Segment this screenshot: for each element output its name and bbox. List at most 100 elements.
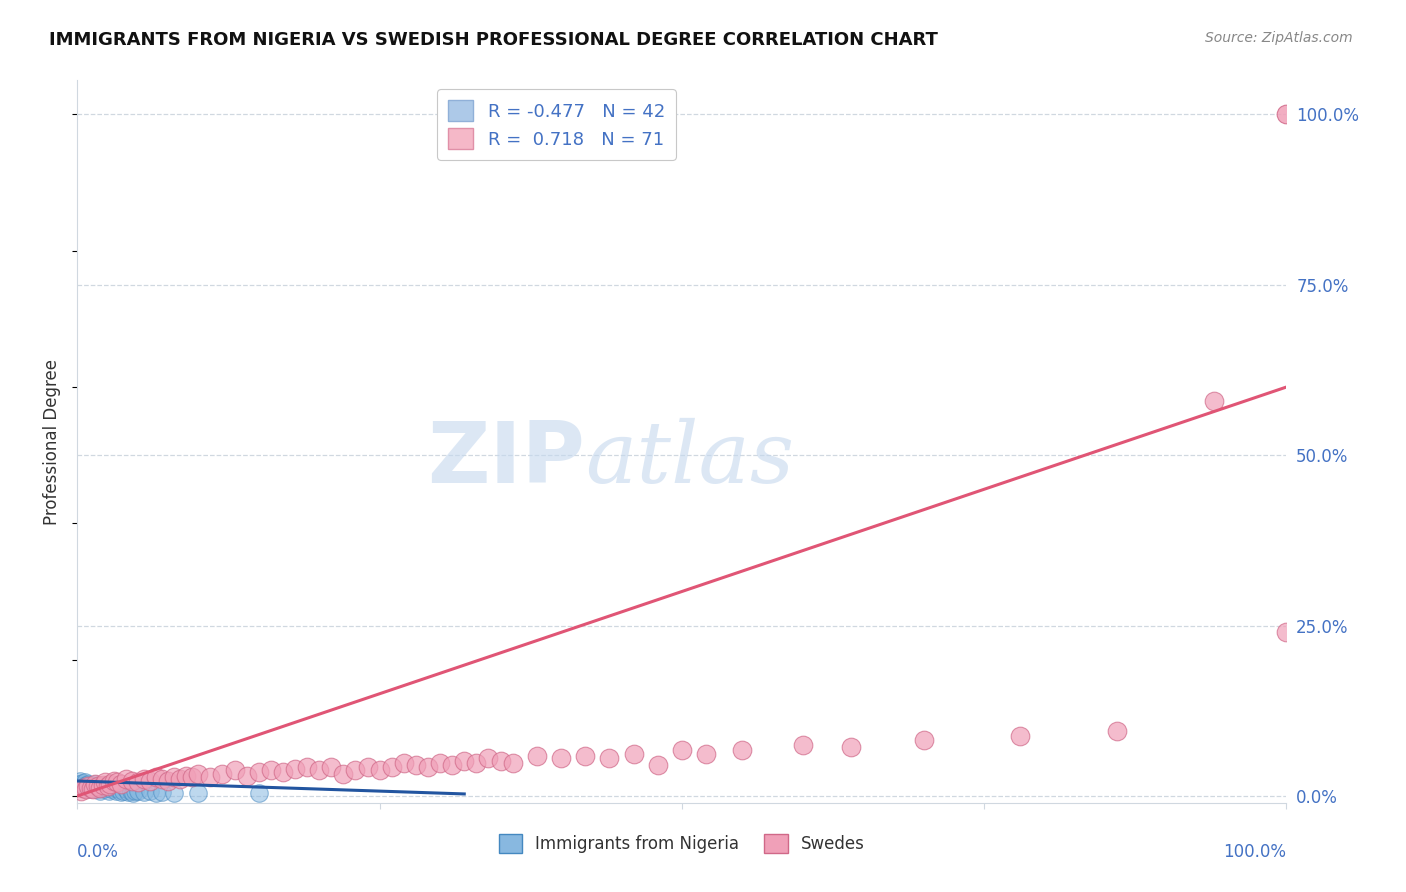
Point — [187, 786, 209, 800]
Point — [405, 758, 427, 772]
Point — [110, 785, 132, 799]
Legend: Immigrants from Nigeria, Swedes: Immigrants from Nigeria, Swedes — [492, 827, 872, 860]
Point — [912, 733, 935, 747]
Point — [839, 739, 862, 754]
Point — [117, 785, 139, 799]
Point — [271, 765, 294, 780]
Point — [79, 780, 101, 795]
Text: Source: ZipAtlas.com: Source: ZipAtlas.com — [1205, 31, 1353, 45]
Point — [132, 772, 155, 786]
Point — [145, 770, 167, 784]
Point — [477, 751, 499, 765]
Point — [70, 783, 93, 797]
Point — [127, 775, 149, 789]
Point — [647, 758, 669, 772]
Point — [132, 785, 155, 799]
Point — [574, 749, 596, 764]
Point — [79, 778, 101, 792]
Point — [169, 772, 191, 786]
Point — [429, 756, 451, 771]
Point — [489, 754, 512, 768]
Point — [96, 779, 118, 793]
Point — [98, 777, 121, 791]
Point — [120, 783, 142, 797]
Point — [69, 774, 91, 789]
Text: 0.0%: 0.0% — [77, 843, 120, 861]
Point — [80, 780, 103, 795]
Point — [187, 767, 209, 781]
Point — [150, 785, 173, 799]
Point — [87, 782, 110, 797]
Point — [105, 783, 128, 797]
Point — [121, 774, 143, 789]
Y-axis label: Professional Degree: Professional Degree — [44, 359, 62, 524]
Point — [93, 782, 115, 797]
Point — [72, 780, 94, 795]
Point — [82, 779, 104, 793]
Point — [139, 784, 162, 798]
Point — [598, 751, 620, 765]
Point — [381, 760, 404, 774]
Point — [181, 770, 204, 784]
Point — [792, 738, 814, 752]
Point — [1107, 724, 1129, 739]
Point — [139, 774, 162, 789]
Point — [224, 763, 246, 777]
Point — [82, 782, 104, 797]
Point — [145, 786, 167, 800]
Point — [344, 763, 367, 777]
Point — [77, 779, 100, 793]
Point — [295, 760, 318, 774]
Point — [70, 776, 93, 790]
Point — [84, 777, 107, 791]
Point — [122, 786, 145, 800]
Point — [284, 762, 307, 776]
Point — [356, 760, 378, 774]
Point — [1010, 729, 1032, 743]
Point — [150, 772, 173, 786]
Point — [235, 768, 257, 782]
Point — [103, 780, 125, 795]
Point — [84, 777, 107, 791]
Point — [124, 784, 146, 798]
Point — [79, 782, 101, 797]
Point — [67, 777, 90, 791]
Point — [247, 786, 270, 800]
Point — [114, 772, 136, 786]
Point — [100, 782, 122, 797]
Text: ZIP: ZIP — [427, 418, 585, 501]
Point — [75, 778, 97, 792]
Point — [87, 780, 110, 795]
Point — [77, 777, 100, 791]
Point — [76, 780, 98, 794]
Point — [94, 775, 117, 789]
Point — [1275, 625, 1298, 640]
Point — [163, 786, 186, 800]
Point — [211, 767, 233, 781]
Point — [127, 783, 149, 797]
Point — [90, 780, 112, 794]
Point — [695, 747, 717, 761]
Point — [89, 780, 111, 795]
Point — [97, 783, 120, 797]
Point — [114, 782, 136, 797]
Point — [392, 756, 415, 771]
Point — [1202, 393, 1225, 408]
Point — [502, 756, 524, 771]
Point — [157, 774, 180, 789]
Text: 100.0%: 100.0% — [1223, 843, 1286, 861]
Point — [105, 775, 128, 789]
Point — [112, 783, 135, 797]
Point — [623, 747, 645, 761]
Point — [86, 780, 108, 794]
Point — [368, 763, 391, 777]
Text: IMMIGRANTS FROM NIGERIA VS SWEDISH PROFESSIONAL DEGREE CORRELATION CHART: IMMIGRANTS FROM NIGERIA VS SWEDISH PROFE… — [49, 31, 938, 49]
Point — [453, 754, 475, 768]
Point — [91, 778, 114, 792]
Point — [260, 763, 283, 777]
Point — [321, 760, 343, 774]
Point — [89, 783, 111, 797]
Point — [73, 775, 96, 789]
Point — [550, 751, 572, 765]
Point — [83, 782, 105, 797]
